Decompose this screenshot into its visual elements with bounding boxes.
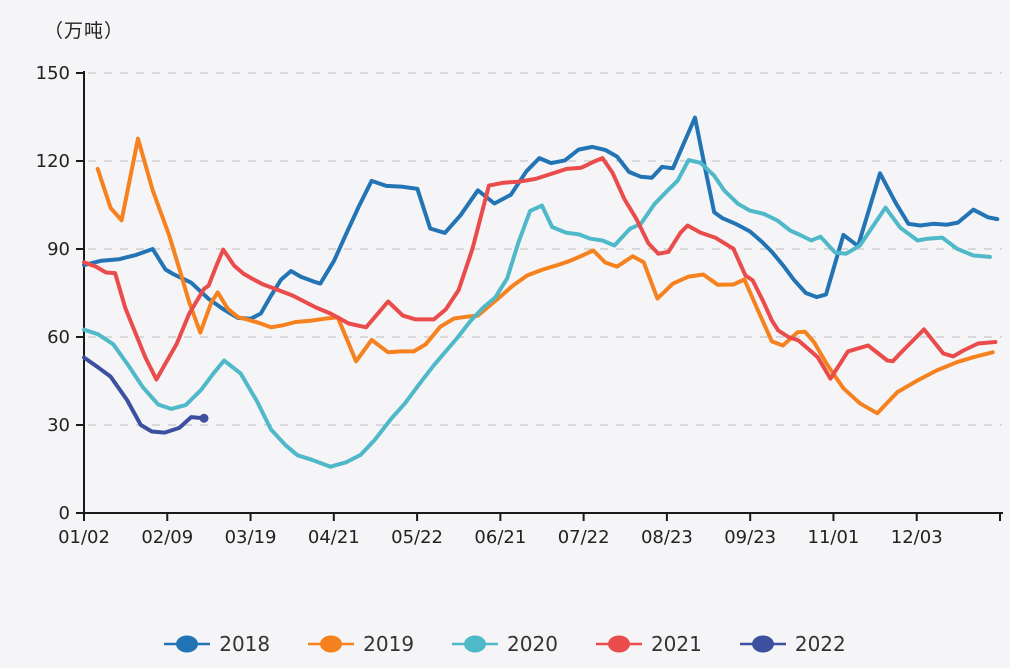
x-tick-label-06-21: 06/21 <box>474 527 526 548</box>
legend-item-2021[interactable]: 2021 <box>595 632 702 656</box>
chart-legend: 2018 2019 2020 2021 2022 <box>0 632 1010 656</box>
legend-label-2020: 2020 <box>507 632 558 656</box>
legend-item-2020[interactable]: 2020 <box>452 632 558 656</box>
series-line-2022 <box>82 355 206 435</box>
y-tick-label-0: 0 <box>59 503 70 524</box>
x-tick-label-08-23: 08/23 <box>641 527 693 548</box>
y-tick-label-90: 90 <box>47 239 70 260</box>
x-tick-label-11-01: 11/01 <box>808 527 860 548</box>
legend-marker-2018 <box>164 635 211 653</box>
x-tick-label-05-22: 05/22 <box>391 527 443 548</box>
y-tick-label-150: 150 <box>36 63 70 84</box>
legend-marker-2019 <box>308 635 355 653</box>
x-tick-label-01-02: 01/02 <box>58 527 110 548</box>
series-line-2020 <box>82 158 992 469</box>
legend-label-2018: 2018 <box>219 632 271 656</box>
legend-item-2022[interactable]: 2022 <box>739 632 846 656</box>
legend-label-2022: 2022 <box>794 632 846 656</box>
legend-marker-2022 <box>739 635 786 653</box>
legend-item-2019[interactable]: 2019 <box>308 632 414 656</box>
y-axis-unit-label: （万吨） <box>44 20 125 42</box>
x-tick-label-07-22: 07/22 <box>558 527 610 548</box>
series-line-2019 <box>95 136 995 416</box>
legend-label-2019: 2019 <box>363 632 415 656</box>
series-end-dot-2022 <box>199 413 209 423</box>
x-tick-label-02-09: 02/09 <box>141 527 193 548</box>
y-tick-label-30: 30 <box>47 415 70 436</box>
x-tick-label-09-23: 09/23 <box>724 527 776 548</box>
legend-marker-2020 <box>452 635 499 653</box>
y-tick-label-60: 60 <box>47 327 70 348</box>
series-line-2018 <box>82 115 1000 321</box>
legend-item-2018[interactable]: 2018 <box>164 632 270 656</box>
series-line-2021 <box>82 156 998 382</box>
legend-marker-2021 <box>595 635 642 653</box>
legend-label-2021: 2021 <box>650 632 702 656</box>
x-tick-label-12-03: 12/03 <box>891 527 943 548</box>
y-tick-label-120: 120 <box>36 151 70 172</box>
x-tick-label-04-21: 04/21 <box>308 527 360 548</box>
x-tick-label-03-19: 03/19 <box>225 527 277 548</box>
